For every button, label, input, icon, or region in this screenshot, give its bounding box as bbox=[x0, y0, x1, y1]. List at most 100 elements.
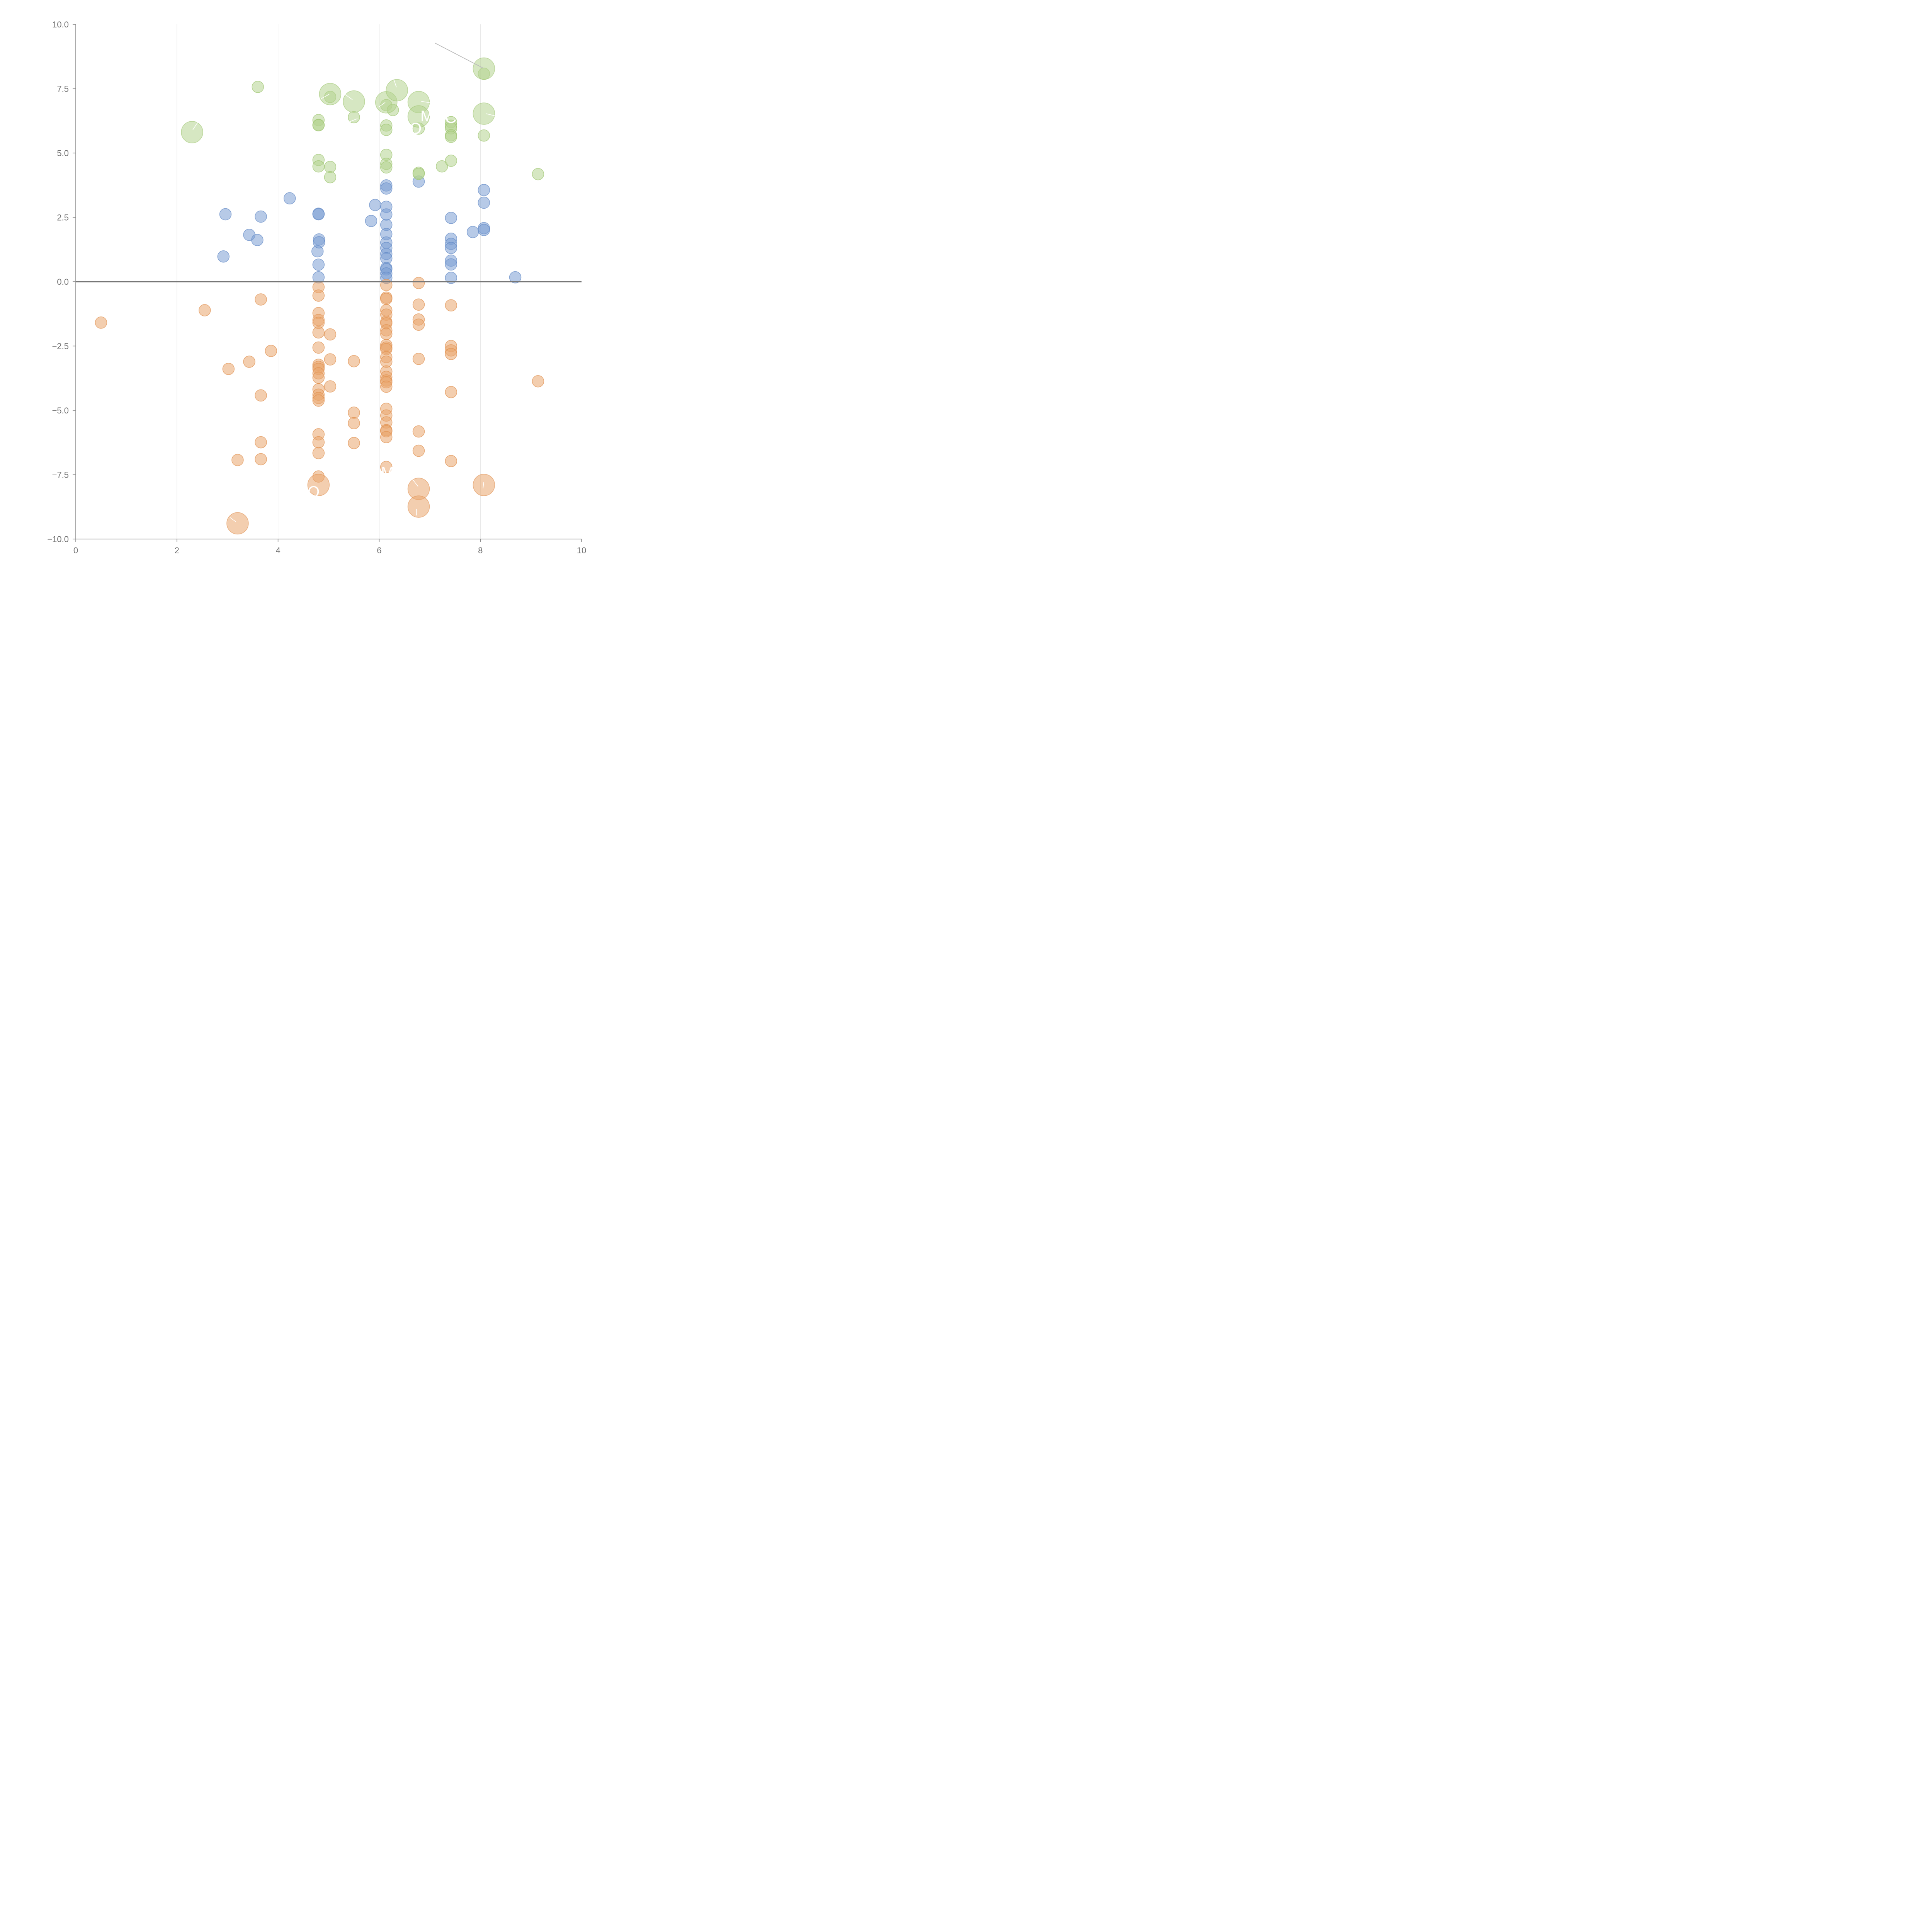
tick-labels: 0 2 4 6 8 10 10.0 7.5 5.0 2.5 0.0 −2.5 −5.0 −7.5 −10.0 bbox=[47, 20, 586, 555]
data-point bbox=[445, 455, 457, 467]
data-point bbox=[445, 386, 457, 398]
data-point bbox=[380, 182, 393, 195]
data-point bbox=[445, 348, 457, 360]
y-tick-label: 2.5 bbox=[57, 213, 69, 223]
data-point bbox=[312, 119, 325, 131]
data-point bbox=[255, 453, 267, 466]
data-points bbox=[95, 57, 544, 535]
bubble-point bbox=[307, 474, 330, 496]
data-point bbox=[380, 328, 393, 340]
data-point bbox=[380, 293, 393, 305]
data-point bbox=[412, 168, 425, 180]
series-green bbox=[181, 57, 544, 184]
annotation-leader-line bbox=[412, 479, 418, 487]
data-point bbox=[380, 461, 393, 473]
data-point bbox=[313, 236, 325, 248]
y-tick-label: −10.0 bbox=[47, 534, 69, 544]
y-tick-label: −2.5 bbox=[52, 342, 69, 351]
data-point bbox=[435, 160, 448, 173]
y-tick-label: −7.5 bbox=[52, 470, 69, 480]
data-point bbox=[466, 226, 479, 238]
data-point bbox=[312, 447, 325, 459]
bubble-point bbox=[181, 121, 203, 143]
data-point bbox=[509, 271, 522, 284]
scatter-chart: 0 2 4 6 8 10 10.0 7.5 5.0 2.5 0.0 −2.5 −5.0 −7.5 −10.0… bbox=[47, 20, 586, 555]
bubble-point bbox=[226, 512, 249, 535]
data-point bbox=[199, 304, 211, 316]
data-point bbox=[324, 353, 337, 366]
annotation-label: M bbox=[420, 108, 433, 125]
data-point bbox=[445, 155, 457, 167]
data-point bbox=[312, 208, 325, 221]
data-point bbox=[532, 168, 544, 180]
bubble-point bbox=[473, 57, 495, 80]
x-tick-label: 2 bbox=[175, 546, 179, 555]
x-tick-label: 6 bbox=[377, 546, 381, 555]
data-point bbox=[222, 363, 235, 375]
bubble-point bbox=[473, 102, 495, 125]
y-tick-label: 5.0 bbox=[57, 148, 69, 158]
annotation-leader-line bbox=[394, 80, 397, 88]
data-point bbox=[412, 353, 425, 365]
data-point bbox=[217, 250, 230, 263]
bubble-point bbox=[473, 474, 495, 496]
data-point bbox=[312, 394, 325, 407]
x-tick-label: 8 bbox=[478, 546, 483, 555]
data-point bbox=[324, 171, 337, 184]
data-point bbox=[252, 81, 264, 93]
data-point bbox=[324, 380, 337, 393]
bubble-point bbox=[343, 90, 365, 113]
y-tick-label: 0.0 bbox=[57, 277, 69, 287]
data-point bbox=[369, 199, 381, 211]
data-point bbox=[478, 196, 490, 209]
y-tick-label: 7.5 bbox=[57, 84, 69, 94]
data-point bbox=[380, 431, 393, 444]
data-point bbox=[412, 444, 425, 457]
annotation-leader-line bbox=[485, 113, 496, 116]
data-point bbox=[412, 425, 425, 438]
annotation-label: C bbox=[445, 109, 456, 126]
data-point bbox=[312, 160, 325, 173]
data-point bbox=[380, 279, 393, 291]
data-point bbox=[348, 355, 360, 367]
data-point bbox=[348, 111, 360, 124]
bubble-point bbox=[386, 79, 408, 102]
bubble-point bbox=[407, 105, 430, 128]
annotation-leader-line bbox=[421, 101, 430, 103]
annotation-leader-line bbox=[192, 122, 198, 130]
data-point bbox=[312, 436, 325, 449]
series-orange bbox=[95, 277, 544, 535]
annotation-leader-line bbox=[230, 517, 236, 522]
data-point bbox=[412, 277, 425, 289]
y-tick-label: 10.0 bbox=[52, 20, 69, 29]
data-point bbox=[231, 454, 244, 466]
annotation-label: M bbox=[381, 464, 394, 481]
x-tick-label: 0 bbox=[73, 546, 78, 555]
data-point bbox=[445, 212, 457, 224]
y-tick-label: −5.0 bbox=[52, 406, 69, 415]
data-point bbox=[324, 161, 337, 173]
annotation-leader-line bbox=[349, 118, 358, 122]
data-point bbox=[312, 259, 325, 271]
data-point bbox=[265, 345, 277, 357]
data-point bbox=[348, 406, 360, 419]
data-point bbox=[219, 208, 232, 221]
data-point bbox=[478, 129, 490, 142]
data-point bbox=[478, 224, 490, 236]
data-point bbox=[312, 326, 325, 338]
data-point bbox=[365, 215, 378, 227]
data-point bbox=[255, 293, 267, 306]
x-tick-label: 4 bbox=[276, 546, 280, 555]
data-point bbox=[445, 258, 457, 271]
data-point bbox=[283, 192, 296, 204]
data-point bbox=[312, 341, 325, 354]
x-tick-label: 10 bbox=[577, 546, 586, 555]
data-point bbox=[478, 184, 490, 196]
data-point bbox=[255, 436, 267, 449]
data-point bbox=[445, 272, 457, 284]
data-point bbox=[380, 124, 393, 136]
data-point bbox=[251, 234, 264, 246]
data-point bbox=[324, 328, 337, 341]
data-point bbox=[445, 242, 457, 254]
data-point bbox=[445, 131, 457, 143]
